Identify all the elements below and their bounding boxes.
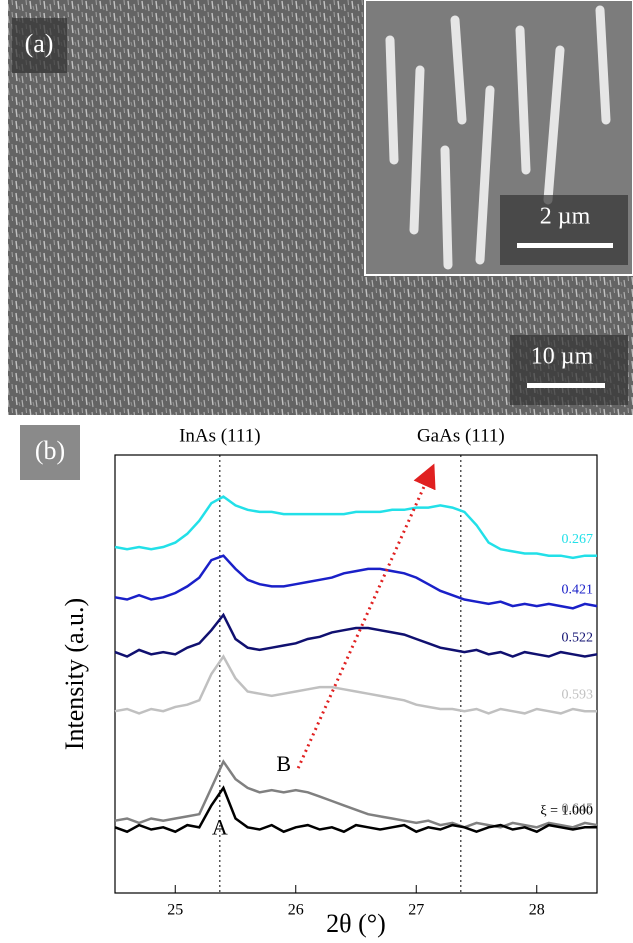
- scale-box: [500, 195, 628, 265]
- inset-scale-text: 2 µm: [540, 204, 591, 230]
- x-tick-label: 26: [288, 902, 304, 919]
- scale-bar: [527, 383, 605, 388]
- x-tick-label: 27: [408, 902, 424, 919]
- series-label: 0.645: [562, 801, 594, 816]
- peak-label: B: [276, 751, 291, 776]
- inset-rods: [385, 5, 611, 270]
- series-label: 0.421: [562, 582, 594, 597]
- label-box: [20, 425, 80, 480]
- panel-label: (b): [35, 436, 65, 465]
- series-line: [114, 654, 597, 715]
- scale-bar: [517, 243, 613, 248]
- reference-label: InAs (111): [179, 425, 260, 446]
- scale-box: [510, 335, 628, 405]
- x-tick-label: 25: [167, 902, 183, 919]
- series-label: 0.522: [562, 631, 594, 646]
- y-axis-label: Intensity (a.u.): [60, 598, 89, 750]
- trend-arrow: [296, 463, 436, 769]
- series-line: [114, 785, 597, 834]
- x-axis-label: 2θ (°): [326, 909, 386, 938]
- scale-text: 10 µm: [531, 344, 594, 370]
- series-label: 0.267: [562, 532, 594, 547]
- peak-label: A: [212, 815, 228, 840]
- series-line: [114, 759, 598, 829]
- x-tick-label: 28: [529, 902, 545, 919]
- series-label: ξ = 1.000: [540, 804, 593, 819]
- series-label: 0.593: [562, 687, 594, 702]
- series-line: [114, 612, 598, 658]
- panel-label: (a): [25, 29, 54, 58]
- label-box: [12, 18, 67, 73]
- series-line: [114, 554, 598, 610]
- reference-label: GaAs (111): [417, 425, 505, 446]
- series-line: [114, 495, 597, 560]
- plot-frame: [114, 454, 598, 894]
